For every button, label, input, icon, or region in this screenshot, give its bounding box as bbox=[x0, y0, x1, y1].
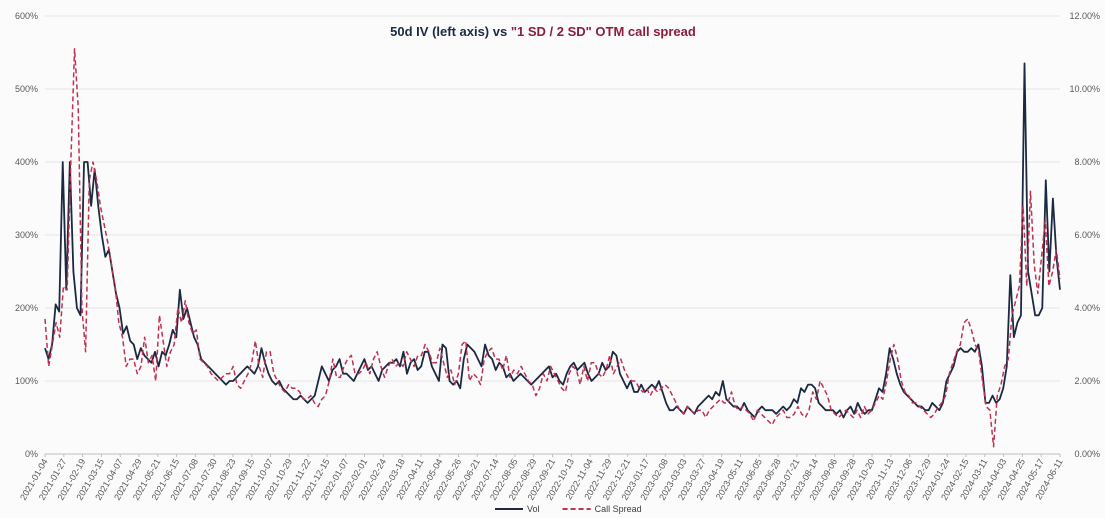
left-tick-label: 400% bbox=[15, 157, 38, 167]
left-tick-label: 500% bbox=[15, 84, 38, 94]
series-layer bbox=[44, 48, 1061, 448]
legend-label: Vol bbox=[527, 504, 540, 514]
legend: Vol Call Spread bbox=[495, 504, 642, 514]
right-tick-label: 6.00% bbox=[1074, 230, 1100, 240]
series-line-call-spread bbox=[44, 48, 1061, 448]
right-tick-label: 4.00% bbox=[1074, 303, 1100, 313]
left-tick-label: 100% bbox=[15, 376, 38, 386]
right-tick-label: 0.00% bbox=[1074, 449, 1100, 459]
chart-title-part1: 50d IV (left axis) vs bbox=[390, 24, 511, 39]
x-axis: 2021-01-042021-01-272021-02-192021-03-15… bbox=[18, 454, 1065, 502]
right-tick-label: 2.00% bbox=[1074, 376, 1100, 386]
chart-title: 50d IV (left axis) vs "1 SD / 2 SD" OTM … bbox=[390, 24, 696, 39]
grid-lines bbox=[45, 15, 1060, 455]
left-tick-label: 600% bbox=[15, 11, 38, 21]
right-axis: 0.00% 2.00% 4.00% 6.00% 8.00% 10.00% 12.00% bbox=[1069, 11, 1100, 459]
chart-title-part2: "1 SD / 2 SD" OTM call spread bbox=[511, 24, 696, 39]
left-tick-label: 300% bbox=[15, 230, 38, 240]
legend-label: Call Spread bbox=[595, 504, 642, 514]
left-tick-label: 200% bbox=[15, 303, 38, 313]
right-tick-label: 10.00% bbox=[1069, 84, 1100, 94]
left-axis: 0% 100% 200% 300% 400% 500% 600% bbox=[15, 11, 38, 459]
right-tick-label: 8.00% bbox=[1074, 157, 1100, 167]
series-line-vol bbox=[44, 62, 1061, 419]
left-tick-label: 0% bbox=[25, 449, 38, 459]
right-tick-label: 12.00% bbox=[1069, 11, 1100, 21]
